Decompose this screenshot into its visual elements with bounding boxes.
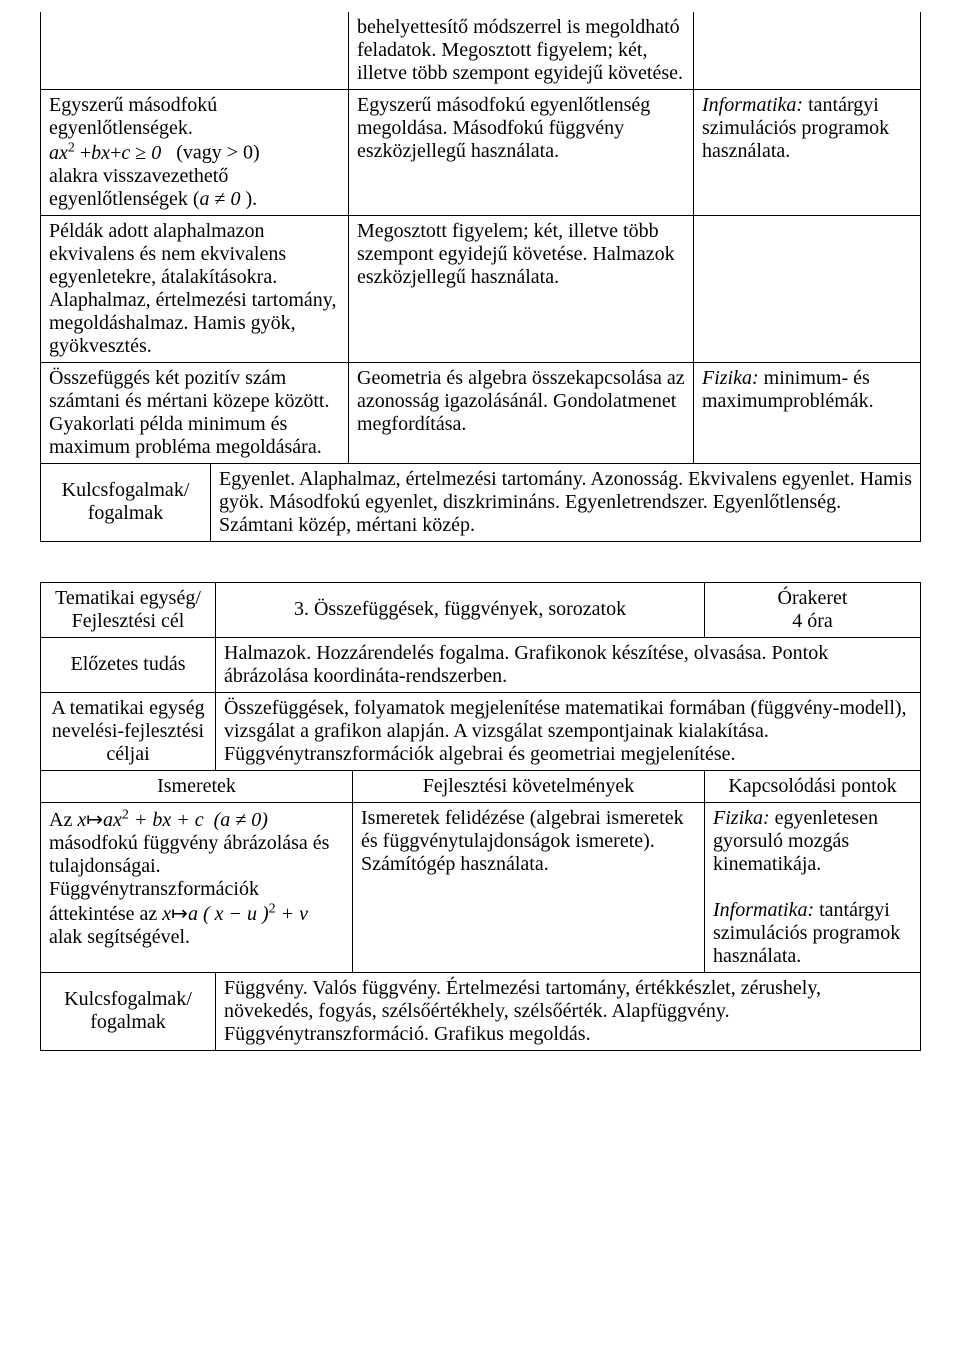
subject-label: Informatika:: [702, 94, 803, 116]
t2-col-3: Kapcsolódási pontok: [705, 770, 921, 802]
subject-label: Informatika:: [713, 899, 814, 921]
page: behelyettesítő módszerrel is megoldható …: [0, 0, 960, 1091]
text: ).: [240, 188, 257, 210]
t2-h1: Tematikai egység/ Fejlesztési cél: [41, 582, 216, 637]
subject-label: Fizika:: [702, 367, 759, 389]
t2-col-headers: Ismeretek Fejlesztési követelmények Kapc…: [41, 770, 921, 802]
t2-kulcs-row: Kulcsfogalmak/ fogalmak Függvény. Valós …: [41, 972, 921, 1050]
paren-cond: (a ≠ 0): [214, 809, 268, 831]
t2-body-c3: Fizika: egyenletesen gyorsuló mozgás kin…: [705, 802, 921, 972]
t1-row0: behelyettesítő módszerrel is megoldható …: [41, 12, 921, 90]
t1-r0-c3: [694, 12, 921, 90]
t2-r1-label: Előzetes tudás: [41, 637, 216, 692]
formula-vertex-form: x↦a ( x − u )2 + v: [162, 903, 308, 925]
t2-body-row: Az x↦ax2 + bx + c (a ≠ 0) másodfokú függ…: [41, 802, 921, 972]
table-2: Tematikai egység/ Fejlesztési cél 3. Öss…: [40, 582, 921, 1051]
math-a-neq-0: a ≠ 0: [200, 188, 241, 210]
t2-r1: Előzetes tudás Halmazok. Hozzárendelés f…: [41, 637, 921, 692]
orakeret-label: Órakeret: [778, 587, 848, 609]
text: (vagy > 0): [176, 142, 259, 164]
t2-col-2: Fejlesztési követelmények: [353, 770, 705, 802]
t2-col-1: Ismeretek: [41, 770, 353, 802]
t1-r1-c3: Informatika: tantárgyi szimulációs progr…: [694, 90, 921, 216]
subject-label: Fizika:: [713, 807, 770, 829]
t1-r3-c2: Geometria és algebra összekapcsolása az …: [349, 362, 694, 463]
t1-kulcs-row: Kulcsfogalmak/ fogalmak Egyenlet. Alapha…: [41, 463, 921, 541]
t2-kulcs-label: Kulcsfogalmak/ fogalmak: [41, 972, 216, 1050]
orakeret-value: 4 óra: [792, 610, 833, 632]
t1-r0-c1: [41, 12, 349, 90]
gap: [40, 542, 920, 582]
t2-h2: 3. Összefüggések, függvények, sorozatok: [216, 582, 705, 637]
t1-r2-c1: Példák adott alaphalmazon ekvivalens és …: [41, 215, 349, 362]
t2-r1-text: Halmazok. Hozzárendelés fogalma. Grafiko…: [216, 637, 921, 692]
text: alak segítségével.: [49, 926, 190, 948]
text: Az: [49, 809, 77, 831]
t1-r2-c2: Megosztott figyelem; két, illetve több s…: [349, 215, 694, 362]
t1-row3: Összefüggés két pozitív szám számtani és…: [41, 362, 921, 463]
math-ax2bxc: ax2 +bx+c ≥ 0: [49, 142, 161, 164]
t2-r2-label: A tematikai egység nevelési-fejlesztési …: [41, 692, 216, 770]
t1-r0-c2: behelyettesítő módszerrel is megoldható …: [349, 12, 694, 90]
t1-r3-c3: Fizika: minimum- és maximumproblémák.: [694, 362, 921, 463]
t2-h3: Órakeret 4 óra: [705, 582, 921, 637]
t1-r2-c3: [694, 215, 921, 362]
t2-header-row: Tematikai egység/ Fejlesztési cél 3. Öss…: [41, 582, 921, 637]
t1-r3-c1: Összefüggés két pozitív szám számtani és…: [41, 362, 349, 463]
t2-body-c1: Az x↦ax2 + bx + c (a ≠ 0) másodfokú függ…: [41, 802, 353, 972]
t1-kulcs-label: Kulcsfogalmak/ fogalmak: [41, 463, 211, 541]
t1-kulcs-text: Egyenlet. Alaphalmaz, értelmezési tartom…: [211, 463, 921, 541]
table-1: behelyettesítő módszerrel is megoldható …: [40, 12, 921, 542]
t2-r2-text: Összefüggések, folyamatok megjelenítése …: [216, 692, 921, 770]
t1-r1-c1: Egyszerű másodfokú egyenlőtlenségek. ax2…: [41, 90, 349, 216]
formula-quadratic-ineq: ax2 +bx+c ≥ 0: [49, 142, 166, 164]
text: Egyszerű másodfokú egyenlőtlenségek.: [49, 94, 217, 139]
t1-row2: Példák adott alaphalmazon ekvivalens és …: [41, 215, 921, 362]
t2-r2: A tematikai egység nevelési-fejlesztési …: [41, 692, 921, 770]
formula-quadratic-fn: x↦ax2 + bx + c: [77, 809, 203, 831]
t2-body-c2: Ismeretek felidézése (algebrai ismeretek…: [353, 802, 705, 972]
t1-r1-c2: Egyszerű másodfokú egyenlőtlenség megold…: [349, 90, 694, 216]
t2-kulcs-text: Függvény. Valós függvény. Értelmezési ta…: [216, 972, 921, 1050]
t1-row1: Egyszerű másodfokú egyenlőtlenségek. ax2…: [41, 90, 921, 216]
